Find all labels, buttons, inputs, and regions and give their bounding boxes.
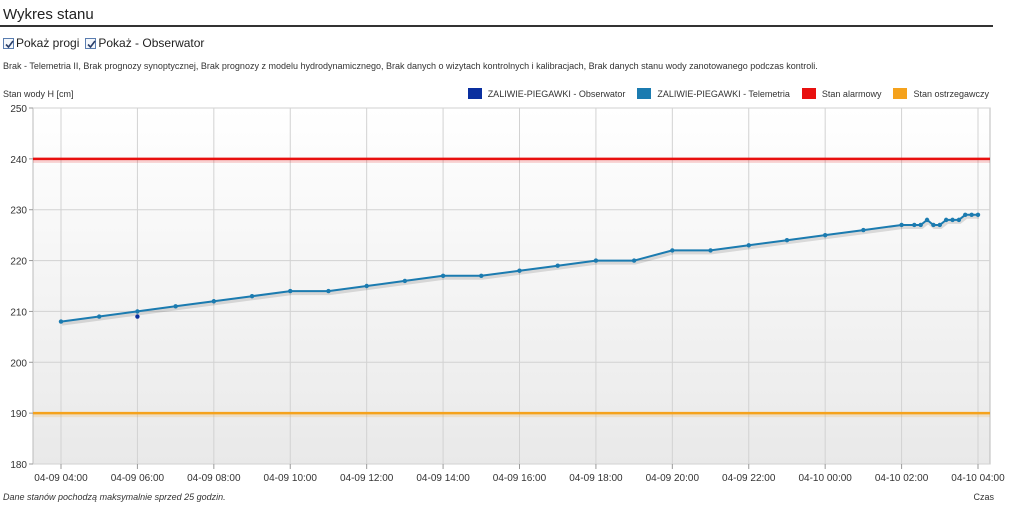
telemetry-point (364, 283, 369, 289)
telemetry-point (899, 222, 904, 228)
y-tick-label: 200 (10, 358, 27, 369)
telemetry-point (326, 288, 331, 294)
telemetry-point (912, 222, 917, 228)
page-title: Wykres stanu (3, 6, 94, 23)
show-observer-checkbox[interactable] (85, 37, 97, 49)
data-age-note: Dane stanów pochodzą maksymalnie sprzed … (3, 492, 226, 502)
telemetry-point (918, 222, 923, 228)
telemetry-point (943, 217, 949, 223)
telemetry-point (135, 309, 140, 314)
title-divider (0, 25, 993, 27)
x-tick-label: 04-09 08:00 (187, 473, 241, 484)
missing-data-note: Brak - Telemetria II, Brak prognozy syno… (3, 61, 818, 71)
x-tick-label: 04-09 16:00 (493, 473, 547, 484)
x-tick-label: 04-10 00:00 (798, 473, 852, 484)
x-gridlines (60, 108, 979, 469)
plot-area (32, 107, 991, 465)
series-telemetry (58, 212, 981, 326)
telemetry-point (670, 248, 675, 253)
y-axis-label: Stan wody H [cm] (3, 89, 74, 99)
telemetry-point (931, 222, 936, 228)
telemetry-point (97, 314, 102, 319)
telemetry-point (440, 273, 446, 279)
y-tick-label: 250 (10, 104, 27, 115)
x-axis-label: Czas (973, 492, 994, 502)
x-tick-label: 04-09 18:00 (569, 473, 623, 484)
show-thresholds-checkbox[interactable] (3, 37, 14, 49)
legend-label-observer: ZALIWIE-PIEGAWKI - Obserwator (487, 88, 626, 99)
x-tick-label: 04-09 14:00 (416, 473, 470, 484)
series-observer (135, 314, 140, 319)
y-tick-label: 220 (10, 257, 27, 268)
legend-item-alarm[interactable]: Stan alarmowy (801, 88, 882, 99)
telemetry-point (708, 248, 713, 253)
telemetry-point (937, 222, 942, 228)
telemetry-point (249, 293, 255, 299)
show-observer-option[interactable]: Pokaż - Obserwator (85, 36, 204, 50)
telemetry-point (861, 227, 866, 233)
telemetry-point (288, 288, 293, 294)
telemetry-point (924, 217, 930, 223)
telemetry-point (173, 304, 178, 309)
legend-item-telemetry[interactable]: ZALIWIE-PIEGAWKI - Telemetria (637, 88, 790, 99)
legend-swatch-alarm (801, 88, 816, 99)
x-tick-label: 04-09 10:00 (264, 473, 318, 484)
y-tick-label: 240 (10, 155, 27, 166)
checkmark-icon (87, 40, 97, 48)
legend-label-alarm: Stan alarmowy (821, 88, 882, 99)
telemetry-point (950, 217, 955, 223)
telemetry-point (963, 212, 968, 217)
x-tick-labels: 04-09 04:00 04-09 06:00 04-09 08:00 04-09 1… (34, 473, 1005, 484)
show-thresholds-option[interactable]: Pokaż progi (3, 36, 79, 50)
show-observer-label: Pokaż - Obserwator (98, 36, 205, 50)
telemetry-point (969, 212, 974, 217)
telemetry-point (402, 278, 408, 284)
x-tick-label: 04-09 04:00 (34, 473, 88, 484)
y-tick-labels: 180 190 200 210 220 230 240 250 (10, 104, 27, 471)
observer-point (135, 314, 140, 319)
telemetry-line (60, 213, 978, 323)
telemetry-point (784, 238, 790, 243)
x-tick-label: 04-10 02:00 (875, 473, 929, 484)
legend-swatch-warning (893, 88, 908, 99)
legend-item-warning[interactable]: Stan ostrzegawczy (893, 88, 989, 99)
telemetry-point (555, 263, 560, 268)
y-tick-label: 180 (10, 460, 27, 471)
x-tick-label: 04-09 12:00 (340, 473, 394, 484)
checkmark-icon (5, 40, 14, 48)
chart-options: Pokaż progi Pokaż - Obserwator (3, 36, 210, 50)
telemetry-point (517, 268, 522, 273)
telemetry-line-shadow (61, 214, 979, 326)
telemetry-point (593, 258, 599, 263)
threshold-lines (33, 157, 990, 418)
x-tick-label: 04-10 04:00 (951, 473, 1005, 484)
telemetry-point (479, 273, 484, 279)
y-tick-label: 230 (10, 206, 27, 217)
telemetry-point (956, 217, 962, 223)
chart-legend: ZALIWIE-PIEGAWKI - Obserwator ZALIWIE-PI… (467, 88, 989, 99)
x-tick-label: 04-09 20:00 (646, 473, 700, 484)
telemetry-point (975, 212, 981, 217)
legend-label-warning: Stan ostrzegawczy (913, 88, 989, 99)
legend-swatch-observer (467, 88, 482, 99)
telemetry-point (822, 232, 828, 238)
legend-item-observer[interactable]: ZALIWIE-PIEGAWKI - Obserwator (467, 88, 626, 99)
x-tick-label: 04-09 06:00 (111, 473, 165, 484)
y-tick-label: 190 (10, 409, 27, 420)
show-thresholds-label: Pokaż progi (16, 36, 80, 50)
legend-swatch-telemetry (637, 88, 652, 99)
telemetry-point (746, 243, 751, 248)
x-tick-label: 04-09 22:00 (722, 473, 776, 484)
y-tick-label: 210 (10, 307, 27, 318)
telemetry-point (631, 258, 637, 263)
telemetry-point (58, 319, 64, 324)
legend-label-telemetry: ZALIWIE-PIEGAWKI - Telemetria (657, 88, 790, 99)
telemetry-point (211, 299, 217, 304)
